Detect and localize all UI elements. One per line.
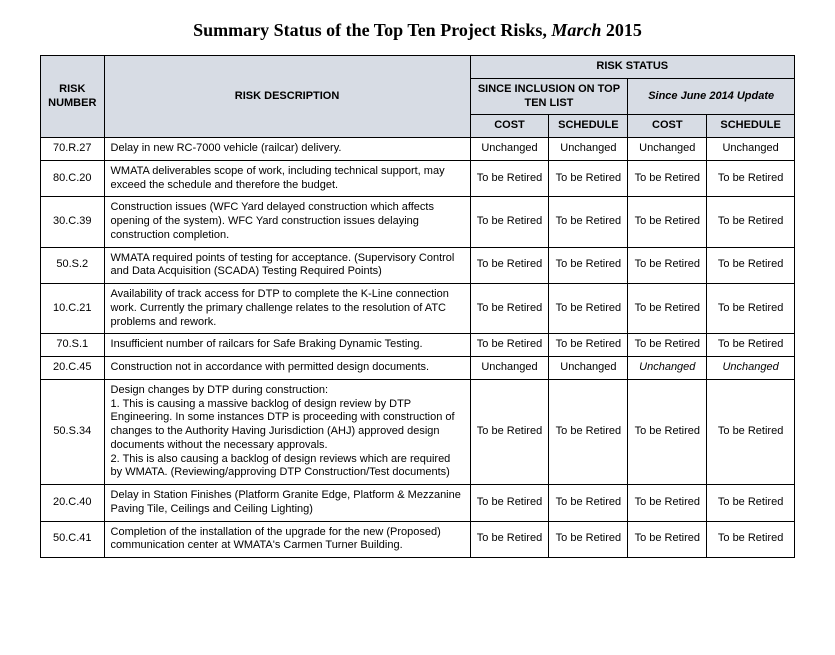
risk-description-cell: Completion of the installation of the up… — [104, 521, 470, 558]
title-prefix: Summary Status of the Top Ten Project Ri… — [193, 20, 551, 40]
status-cell: To be Retired — [549, 521, 628, 558]
status-cell: To be Retired — [628, 521, 707, 558]
col-cost-1: COST — [470, 115, 549, 138]
col-schedule-1: SCHEDULE — [549, 115, 628, 138]
risk-number-cell: 10.C.21 — [41, 284, 105, 334]
risk-number-cell: 20.C.40 — [41, 485, 105, 522]
title-year: 2015 — [601, 20, 642, 40]
status-cell: To be Retired — [628, 284, 707, 334]
status-cell: To be Retired — [707, 247, 795, 284]
risk-number-cell: 50.S.2 — [41, 247, 105, 284]
status-cell: To be Retired — [470, 284, 549, 334]
title-month: March — [551, 20, 601, 40]
table-row: 80.C.20WMATA deliverables scope of work,… — [41, 160, 795, 197]
table-body: 70.R.27Delay in new RC-7000 vehicle (rai… — [41, 138, 795, 558]
risk-table: RISK NUMBER RISK DESCRIPTION RISK STATUS… — [40, 55, 795, 558]
status-cell: To be Retired — [628, 379, 707, 484]
status-cell: To be Retired — [549, 160, 628, 197]
status-cell: To be Retired — [707, 521, 795, 558]
table-row: 70.S.1Insufficient number of railcars fo… — [41, 334, 795, 357]
risk-description-cell: Design changes by DTP during constructio… — [104, 379, 470, 484]
status-cell: To be Retired — [707, 284, 795, 334]
status-cell: Unchanged — [470, 138, 549, 161]
status-cell: To be Retired — [628, 160, 707, 197]
status-cell: To be Retired — [470, 247, 549, 284]
status-cell: To be Retired — [549, 284, 628, 334]
status-cell: Unchanged — [549, 138, 628, 161]
status-cell: Unchanged — [628, 138, 707, 161]
status-cell: To be Retired — [470, 379, 549, 484]
risk-number-cell: 80.C.20 — [41, 160, 105, 197]
risk-description-cell: Delay in new RC-7000 vehicle (railcar) d… — [104, 138, 470, 161]
col-since-inclusion: SINCE INCLUSION ON TOP TEN LIST — [470, 78, 628, 115]
status-cell: To be Retired — [470, 521, 549, 558]
risk-number-cell: 70.S.1 — [41, 334, 105, 357]
risk-description-cell: Availability of track access for DTP to … — [104, 284, 470, 334]
risk-number-cell: 20.C.45 — [41, 357, 105, 380]
risk-description-cell: WMATA deliverables scope of work, includ… — [104, 160, 470, 197]
status-cell: Unchanged — [707, 138, 795, 161]
table-row: 70.R.27Delay in new RC-7000 vehicle (rai… — [41, 138, 795, 161]
status-cell: To be Retired — [707, 197, 795, 247]
status-cell: To be Retired — [707, 160, 795, 197]
status-cell: To be Retired — [470, 334, 549, 357]
risk-description-cell: Insufficient number of railcars for Safe… — [104, 334, 470, 357]
risk-number-cell: 50.C.41 — [41, 521, 105, 558]
status-cell: To be Retired — [707, 334, 795, 357]
status-cell: To be Retired — [628, 197, 707, 247]
risk-description-cell: Construction issues (WFC Yard delayed co… — [104, 197, 470, 247]
status-cell: To be Retired — [707, 379, 795, 484]
status-cell: To be Retired — [549, 485, 628, 522]
status-cell: To be Retired — [470, 485, 549, 522]
table-row: 30.C.39Construction issues (WFC Yard del… — [41, 197, 795, 247]
table-row: 10.C.21Availability of track access for … — [41, 284, 795, 334]
risk-description-cell: Delay in Station Finishes (Platform Gran… — [104, 485, 470, 522]
status-cell: Unchanged — [628, 357, 707, 380]
col-schedule-2: SCHEDULE — [707, 115, 795, 138]
status-cell: To be Retired — [549, 379, 628, 484]
table-header: RISK NUMBER RISK DESCRIPTION RISK STATUS… — [41, 56, 795, 138]
risk-number-cell: 70.R.27 — [41, 138, 105, 161]
status-cell: Unchanged — [470, 357, 549, 380]
status-cell: To be Retired — [549, 247, 628, 284]
col-cost-2: COST — [628, 115, 707, 138]
col-since-june: Since June 2014 Update — [628, 78, 795, 115]
table-row: 20.C.45Construction not in accordance wi… — [41, 357, 795, 380]
status-cell: Unchanged — [707, 357, 795, 380]
page-title: Summary Status of the Top Ten Project Ri… — [40, 20, 795, 41]
status-cell: To be Retired — [549, 334, 628, 357]
table-row: 50.S.34Design changes by DTP during cons… — [41, 379, 795, 484]
col-risk-number: RISK NUMBER — [41, 56, 105, 138]
status-cell: Unchanged — [549, 357, 628, 380]
risk-description-cell: Construction not in accordance with perm… — [104, 357, 470, 380]
status-cell: To be Retired — [628, 485, 707, 522]
status-cell: To be Retired — [470, 197, 549, 247]
status-cell: To be Retired — [628, 247, 707, 284]
status-cell: To be Retired — [628, 334, 707, 357]
table-row: 20.C.40Delay in Station Finishes (Platfo… — [41, 485, 795, 522]
col-risk-description: RISK DESCRIPTION — [104, 56, 470, 138]
status-cell: To be Retired — [549, 197, 628, 247]
status-cell: To be Retired — [470, 160, 549, 197]
risk-number-cell: 50.S.34 — [41, 379, 105, 484]
risk-description-cell: WMATA required points of testing for acc… — [104, 247, 470, 284]
col-risk-status: RISK STATUS — [470, 56, 794, 79]
table-row: 50.S.2WMATA required points of testing f… — [41, 247, 795, 284]
status-cell: To be Retired — [707, 485, 795, 522]
table-row: 50.C.41Completion of the installation of… — [41, 521, 795, 558]
risk-number-cell: 30.C.39 — [41, 197, 105, 247]
